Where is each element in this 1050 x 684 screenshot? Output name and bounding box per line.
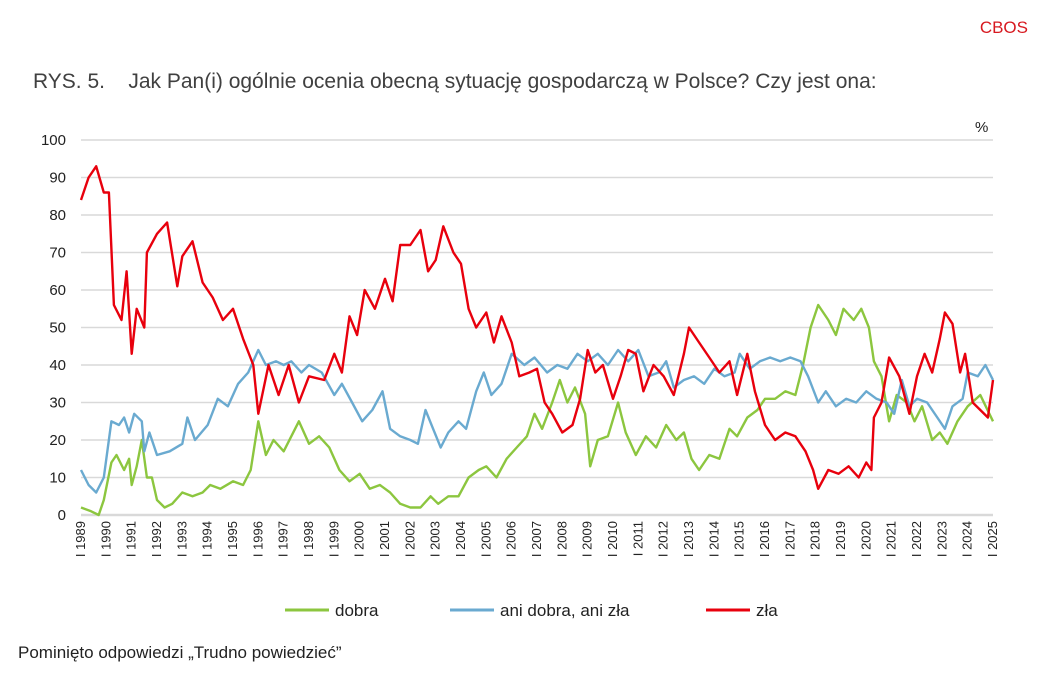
y-tick-label: 50	[49, 320, 66, 337]
x-tick-label: I 1989	[73, 521, 88, 557]
y-tick-label: 70	[49, 245, 66, 262]
x-tick-label: I 2004	[453, 521, 468, 557]
x-tick-label: I 1994	[200, 521, 215, 557]
x-tick-label: I 2017	[782, 521, 797, 557]
x-tick-label: I 1993	[174, 521, 189, 557]
x-tick-label: I 2007	[529, 521, 544, 557]
x-tick-label: I 2021	[884, 521, 899, 557]
x-tick-label: I 2022	[909, 521, 924, 557]
x-tick-label: I 2010	[605, 521, 620, 557]
x-tick-label: I 1990	[98, 521, 113, 557]
cbos-logo-text: CBOS	[979, 18, 1028, 37]
x-tick-label: I 2000	[352, 521, 367, 557]
x-tick-label: I 2024	[960, 521, 975, 557]
chart-title: RYS. 5. Jak Pan(i) ogólnie ocenia obecną…	[33, 70, 877, 94]
y-unit-label: %	[975, 119, 989, 136]
x-tick-label: I 2025	[985, 521, 1000, 557]
x-tick-label: I 2008	[554, 521, 569, 557]
x-tick-label: I 2005	[478, 521, 493, 557]
y-tick-label: 60	[49, 282, 66, 299]
y-tick-label: 10	[49, 470, 66, 487]
x-tick-label: I 2023	[934, 521, 949, 557]
x-tick-label: I 2003	[428, 521, 443, 557]
y-tick-label: 40	[49, 357, 66, 374]
x-tick-label: I 1996	[250, 521, 265, 557]
x-tick-label: I 2020	[858, 521, 873, 557]
x-tick-label: I 2001	[377, 521, 392, 557]
figure-label: RYS. 5.	[33, 70, 105, 93]
x-tick-label: I 1997	[276, 521, 291, 557]
legend-label: zła	[756, 601, 778, 620]
series-line-ani-dobra-ani-z-a	[79, 348, 995, 494]
y-tick-label: 90	[49, 170, 66, 187]
x-tick-label: I 1998	[301, 521, 316, 557]
legend-label: dobra	[335, 601, 379, 620]
legend-label: ani dobra, ani zła	[500, 601, 630, 620]
x-tick-label: I 2018	[808, 521, 823, 557]
x-tick-label: I 2009	[580, 521, 595, 557]
x-tick-label: I 1992	[149, 521, 164, 557]
x-tick-label: I 1991	[124, 521, 139, 557]
x-tick-label: I 2016	[757, 521, 772, 557]
y-tick-label: 0	[58, 507, 66, 524]
x-tick-label: I 2012	[656, 521, 671, 557]
title-text: Jak Pan(i) ogólnie ocenia obecną sytuacj…	[128, 70, 877, 93]
x-tick-label: I 2015	[732, 521, 747, 557]
x-tick-label: I 2011	[630, 521, 645, 556]
x-tick-label: I 1999	[326, 521, 341, 557]
series-line-dobra	[80, 303, 995, 517]
x-tick-label: I 2006	[504, 521, 519, 557]
x-tick-label: I 2014	[706, 521, 721, 557]
y-tick-label: 20	[49, 432, 66, 449]
x-tick-label: I 2002	[402, 521, 417, 557]
y-tick-label: 100	[41, 132, 66, 149]
x-tick-label: I 1995	[225, 521, 240, 557]
y-tick-label: 80	[49, 207, 66, 224]
y-tick-label: 30	[49, 395, 66, 412]
series-line-z-a	[79, 165, 995, 490]
footnote: Pominięto odpowiedzi „Trudno powiedzieć”	[18, 643, 342, 662]
x-tick-label: I 2013	[681, 521, 696, 557]
x-tick-label: I 2019	[833, 521, 848, 557]
